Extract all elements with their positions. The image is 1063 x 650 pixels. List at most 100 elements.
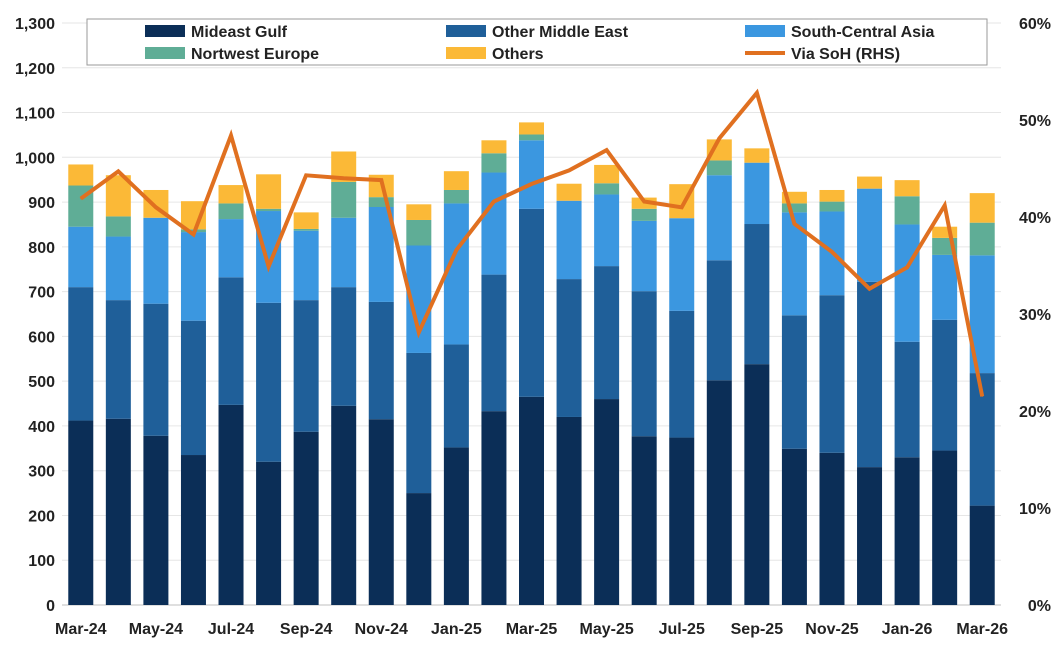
bar-segment (857, 188, 883, 282)
bar-segment (256, 208, 282, 212)
y2-tick-label: 50% (1019, 113, 1051, 130)
line-point (192, 233, 194, 235)
bar-segment (706, 160, 732, 176)
y-tick-label: 400 (28, 419, 55, 436)
y-tick-label: 500 (28, 374, 55, 391)
bar-segment (256, 461, 282, 605)
line-point (380, 179, 382, 181)
legend-label-mideast-gulf: Mideast Gulf (191, 24, 288, 41)
x-axis: Mar-24 May-24 Jul-24 Sep-24 Nov-24 Jan-25 Mar-… (55, 621, 1008, 638)
line-point (869, 288, 871, 290)
bar-segment (293, 300, 319, 432)
bar-segment (894, 224, 920, 342)
bar-segment (443, 189, 469, 204)
bar-segment (969, 193, 995, 223)
bar-segment (406, 493, 432, 605)
bar-segment (594, 399, 620, 605)
y-tick-label: 200 (28, 508, 55, 525)
line-point (756, 92, 758, 94)
bar-segment (218, 219, 244, 278)
legend-box (86, 18, 988, 66)
bar-segment (481, 140, 507, 154)
y2-tick-label: 0% (1028, 598, 1051, 615)
bar-segment (143, 435, 169, 605)
bar-segment (744, 364, 770, 605)
x-tick-label: Nov-25 (805, 621, 858, 638)
bar-segment (781, 315, 807, 449)
bar-segment (293, 228, 319, 231)
stacked-bars (68, 122, 995, 605)
bar-segment (556, 200, 582, 280)
bar-segment (669, 310, 695, 438)
bar-segment (293, 431, 319, 605)
bar-segment (932, 226, 958, 238)
legend: Mideast Gulf Other Middle East South-Cen… (86, 18, 988, 66)
x-tick-label: Jan-26 (882, 621, 933, 638)
line-point (117, 170, 119, 172)
bar-segment (819, 201, 845, 212)
bar-segment (932, 254, 958, 320)
line-point (343, 177, 345, 179)
bar-segment (744, 224, 770, 365)
via-soh-line (79, 88, 985, 397)
bar-segment (143, 217, 169, 304)
line-point (155, 206, 157, 208)
bar-segment (443, 344, 469, 448)
bar-segment (819, 452, 845, 605)
legend-label-south-central-asia: South-Central Asia (791, 24, 935, 41)
bar-segment (180, 455, 206, 605)
bar-segment (368, 301, 394, 420)
x-tick-label: Jul-24 (208, 621, 254, 638)
x-tick-label: Jan-25 (431, 621, 482, 638)
y-axis-right: 0% 10% 20% 30% 40% 50% 60% (1019, 16, 1051, 615)
bar-segment (857, 176, 883, 189)
y-tick-label: 1,300 (15, 16, 55, 33)
bar-segment (519, 208, 544, 397)
line-point (268, 265, 270, 267)
bar-segment (68, 226, 94, 288)
bar-segment (105, 418, 131, 605)
bar-segment (331, 405, 357, 605)
bar-segment (105, 300, 131, 419)
bar-segment (406, 219, 432, 246)
bar-segment (519, 140, 544, 209)
y2-tick-label: 10% (1019, 501, 1051, 518)
bar-segment (105, 236, 131, 301)
x-tick-label: Mar-26 (956, 621, 1008, 638)
bar-segment (481, 274, 507, 412)
bar-segment (406, 204, 432, 220)
line-point (906, 266, 908, 268)
bar-segment (218, 404, 244, 605)
y-tick-label: 1,100 (15, 106, 55, 123)
bar-segment (519, 122, 544, 135)
bar-segment (594, 183, 620, 195)
bar-segment (894, 341, 920, 458)
line-point (793, 223, 795, 225)
line-point (568, 169, 570, 171)
bar-segment (331, 287, 357, 406)
bar-segment (180, 232, 206, 321)
legend-label-nortwest-europe: Nortwest Europe (191, 46, 319, 63)
bar-segment (706, 175, 732, 261)
line-point (681, 206, 683, 208)
bar-segment (256, 174, 282, 209)
bar-segment (556, 279, 582, 417)
y-axis-left: 0 100 200 300 400 500 600 700 800 900 1,000 1,100 1,… (15, 16, 55, 615)
y-tick-label: 0 (46, 598, 55, 615)
bar-segment (556, 416, 582, 605)
bar-segment (781, 212, 807, 316)
y-tick-label: 700 (28, 285, 55, 302)
bar-segment (218, 203, 244, 220)
bar-segment (331, 217, 357, 288)
bar-segment (293, 230, 319, 301)
bar-segment (894, 196, 920, 225)
bar-segment (443, 447, 469, 605)
line-point (944, 204, 946, 206)
y-tick-label: 900 (28, 195, 55, 212)
line-point (531, 183, 532, 185)
y-tick-label: 1,200 (15, 61, 55, 78)
x-tick-label: Mar-24 (55, 621, 107, 638)
bar-segment (519, 396, 544, 605)
line-point (831, 251, 833, 253)
bar-segment (218, 277, 244, 405)
